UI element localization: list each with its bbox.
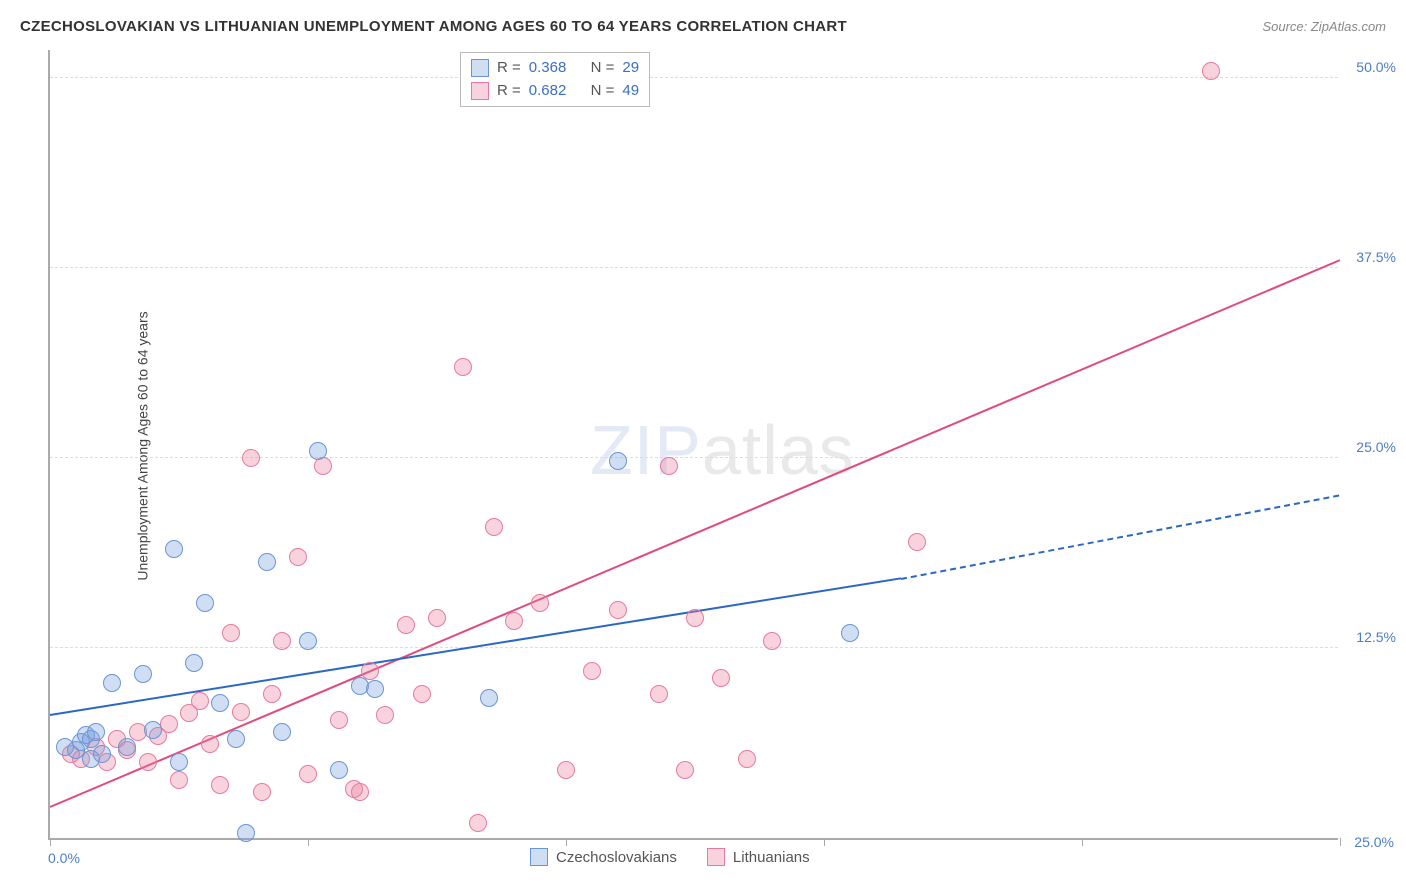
data-point: [413, 685, 431, 703]
data-point: [118, 738, 136, 756]
data-point: [299, 765, 317, 783]
data-point: [227, 730, 245, 748]
data-point: [676, 761, 694, 779]
data-point: [485, 518, 503, 536]
data-point: [139, 753, 157, 771]
data-point: [908, 533, 926, 551]
chart-title: CZECHOSLOVAKIAN VS LITHUANIAN UNEMPLOYME…: [20, 18, 847, 35]
gridline: [50, 77, 1338, 78]
data-point: [480, 689, 498, 707]
data-point: [397, 616, 415, 634]
data-point: [738, 750, 756, 768]
data-point: [1202, 62, 1220, 80]
data-point: [273, 723, 291, 741]
data-point: [134, 665, 152, 683]
stats-row: R = 0.682 N = 49: [471, 80, 639, 103]
data-point: [469, 814, 487, 832]
series-swatch: [707, 848, 725, 866]
data-point: [841, 624, 859, 642]
y-tick-label: 50.0%: [1356, 59, 1396, 75]
n-value: 49: [622, 80, 639, 103]
data-point: [454, 358, 472, 376]
data-point: [170, 771, 188, 789]
data-point: [309, 442, 327, 460]
data-point: [253, 783, 271, 801]
data-point: [712, 669, 730, 687]
data-point: [273, 632, 291, 650]
series-swatch: [471, 59, 489, 77]
data-point: [185, 654, 203, 672]
data-point: [222, 624, 240, 642]
data-point: [232, 703, 250, 721]
y-tick-label: 25.0%: [1356, 439, 1396, 455]
x-tick: [308, 838, 309, 846]
y-tick-label: 12.5%: [1356, 629, 1396, 645]
data-point: [366, 680, 384, 698]
stats-legend-box: R = 0.368 N = 29 R = 0.682 N = 49: [460, 52, 650, 107]
data-point: [609, 601, 627, 619]
data-point: [505, 612, 523, 630]
data-point: [376, 706, 394, 724]
data-point: [191, 692, 209, 710]
data-point: [160, 715, 178, 733]
data-point: [531, 594, 549, 612]
data-point: [242, 449, 260, 467]
data-point: [330, 761, 348, 779]
data-point: [650, 685, 668, 703]
data-point: [428, 609, 446, 627]
legend-item: Czechoslovakians: [530, 848, 677, 866]
data-point: [211, 776, 229, 794]
y-tick-label: 37.5%: [1356, 249, 1396, 265]
watermark: ZIPatlas: [590, 410, 855, 490]
data-point: [299, 632, 317, 650]
n-label: N =: [591, 57, 615, 80]
x-tick: [50, 838, 51, 846]
data-point: [763, 632, 781, 650]
data-point: [330, 711, 348, 729]
data-point: [660, 457, 678, 475]
x-tick-label: 25.0%: [1354, 834, 1394, 850]
x-tick: [1340, 838, 1341, 846]
r-label: R =: [497, 57, 521, 80]
data-point: [263, 685, 281, 703]
data-point: [258, 553, 276, 571]
data-point: [583, 662, 601, 680]
gridline: [50, 267, 1338, 268]
regression-line: [901, 494, 1340, 580]
stats-row: R = 0.368 N = 29: [471, 57, 639, 80]
x-tick: [824, 838, 825, 846]
data-point: [237, 824, 255, 842]
data-point: [93, 745, 111, 763]
data-point: [103, 674, 121, 692]
n-label: N =: [591, 80, 615, 103]
x-tick: [566, 838, 567, 846]
data-point: [686, 609, 704, 627]
data-point: [196, 594, 214, 612]
r-label: R =: [497, 80, 521, 103]
legend-item: Lithuanians: [707, 848, 810, 866]
r-value: 0.368: [529, 57, 567, 80]
gridline: [50, 647, 1338, 648]
data-point: [170, 753, 188, 771]
data-point: [289, 548, 307, 566]
data-point: [609, 452, 627, 470]
r-value: 0.682: [529, 80, 567, 103]
data-point: [165, 540, 183, 558]
x-tick: [1082, 838, 1083, 846]
source-attribution: Source: ZipAtlas.com: [1262, 19, 1386, 34]
legend-label: Lithuanians: [733, 849, 810, 866]
data-point: [351, 783, 369, 801]
data-point: [144, 721, 162, 739]
legend: Czechoslovakians Lithuanians: [530, 848, 810, 866]
legend-label: Czechoslovakians: [556, 849, 677, 866]
data-point: [201, 735, 219, 753]
series-swatch: [530, 848, 548, 866]
data-point: [211, 694, 229, 712]
series-swatch: [471, 82, 489, 100]
data-point: [557, 761, 575, 779]
scatter-plot-area: ZIPatlas 12.5%25.0%37.5%50.0%0.0%25.0%R …: [48, 50, 1338, 840]
n-value: 29: [622, 57, 639, 80]
x-tick-label: 0.0%: [48, 850, 80, 866]
data-point: [87, 723, 105, 741]
